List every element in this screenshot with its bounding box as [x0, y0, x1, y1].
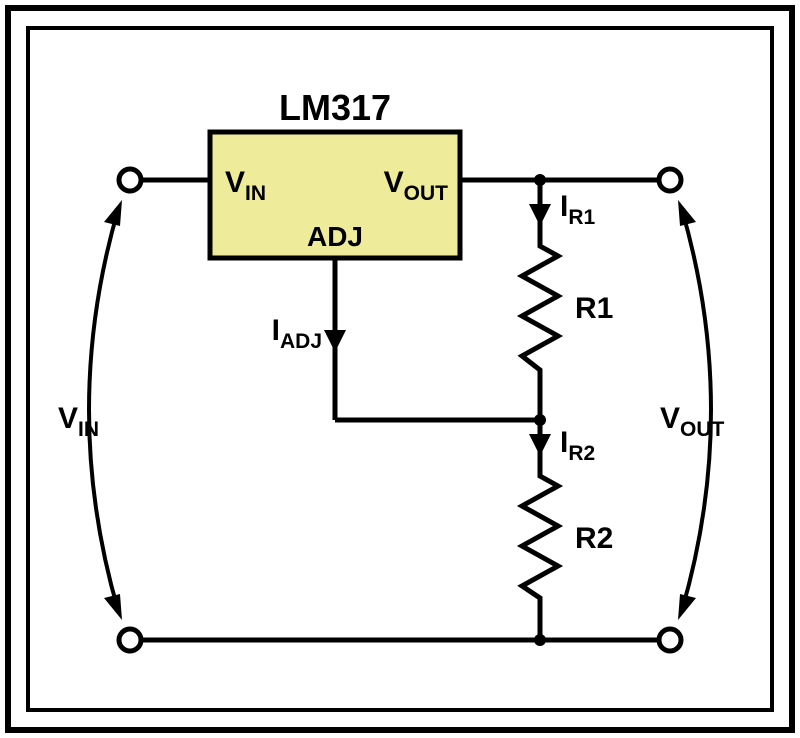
circuit-diagram: LM317 VIN VOUT ADJ [0, 0, 800, 738]
label-r2: R2 [575, 522, 613, 555]
label-r1: R1 [575, 292, 613, 325]
chip-pin-adj: ADJ [307, 221, 363, 252]
circuit-svg: LM317 VIN VOUT ADJ [0, 0, 800, 738]
node-mid [534, 414, 546, 426]
node-bottom-r [534, 634, 546, 646]
chip-title: LM317 [279, 87, 391, 128]
node-top-r [534, 174, 546, 186]
